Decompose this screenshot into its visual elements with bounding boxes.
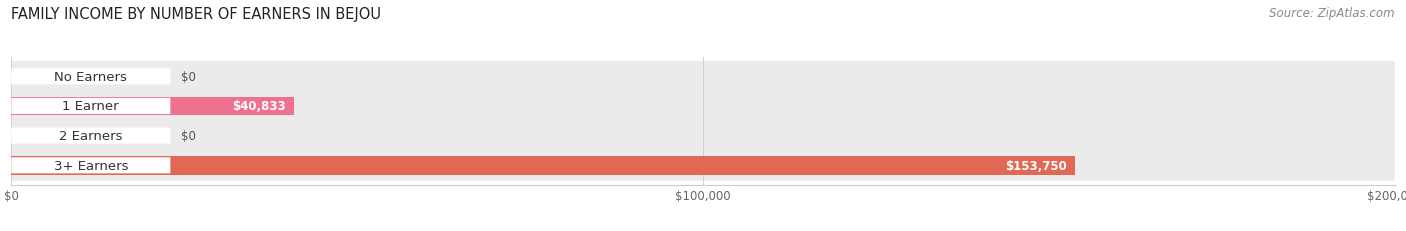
Text: No Earners: No Earners (55, 70, 127, 83)
Text: FAMILY INCOME BY NUMBER OF EARNERS IN BEJOU: FAMILY INCOME BY NUMBER OF EARNERS IN BE… (11, 7, 381, 22)
FancyBboxPatch shape (11, 121, 1395, 151)
Text: Source: ZipAtlas.com: Source: ZipAtlas.com (1270, 7, 1395, 20)
Text: $0: $0 (181, 70, 197, 83)
FancyBboxPatch shape (11, 128, 170, 144)
FancyBboxPatch shape (11, 91, 1395, 122)
Text: 2 Earners: 2 Earners (59, 130, 122, 143)
FancyBboxPatch shape (11, 158, 170, 174)
Text: 3+ Earners: 3+ Earners (53, 159, 128, 172)
Bar (11, 97, 294, 116)
Text: $153,750: $153,750 (1005, 159, 1067, 172)
Text: $40,833: $40,833 (232, 100, 285, 113)
FancyBboxPatch shape (11, 62, 1395, 92)
Text: $0: $0 (181, 130, 197, 143)
Bar (11, 156, 1074, 175)
FancyBboxPatch shape (11, 98, 170, 115)
FancyBboxPatch shape (11, 150, 1395, 181)
Text: 1 Earner: 1 Earner (62, 100, 120, 113)
FancyBboxPatch shape (11, 69, 170, 85)
